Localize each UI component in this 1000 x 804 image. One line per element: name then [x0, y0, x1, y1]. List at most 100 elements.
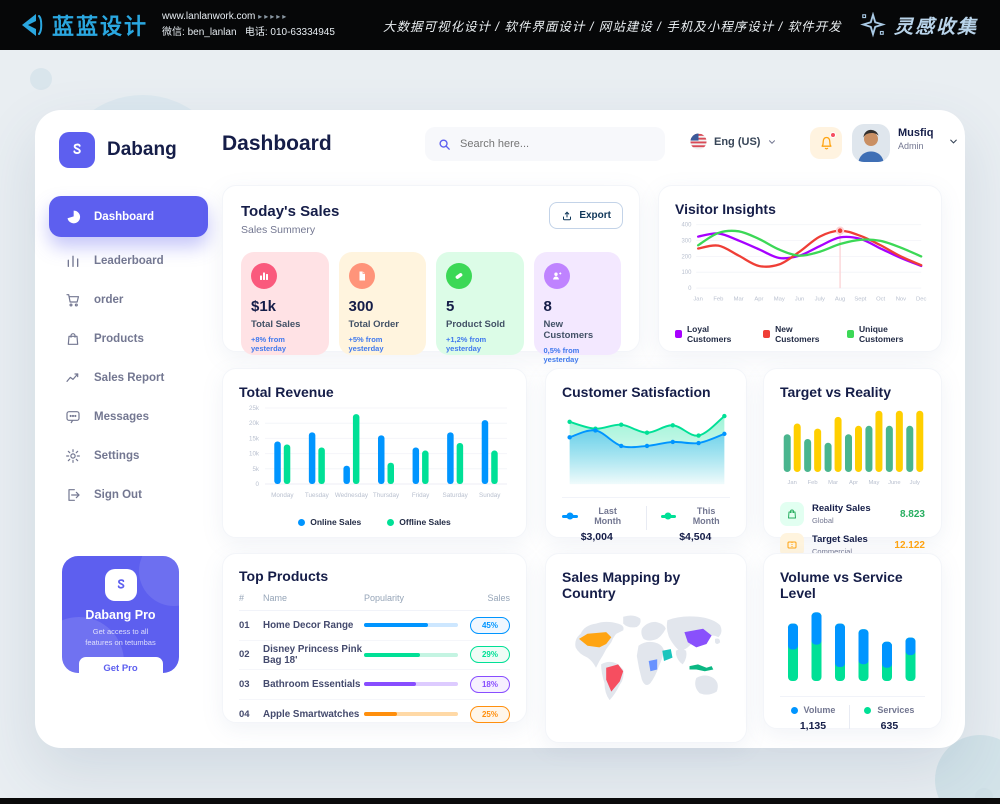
notifications-button[interactable]: [810, 127, 842, 159]
country-indonesia: [689, 664, 714, 672]
svg-text:400: 400: [681, 223, 692, 229]
sidebar: Dabang Dashboard Leaderboard order Pro: [35, 110, 222, 748]
todays-sales-title: Today's Sales: [241, 203, 340, 220]
volume-vs-service-title: Volume vs Service Level: [780, 569, 903, 601]
search-icon: [439, 138, 450, 150]
popularity-bar: [364, 712, 458, 717]
pro-promo-card: Dabang Pro Get access to all features on …: [62, 556, 179, 673]
sidebar-item-label: Settings: [94, 449, 140, 462]
dabang-logo-icon: [59, 132, 95, 168]
todays-sales-card: Today's Sales Sales Summery Export $1k T…: [222, 185, 640, 364]
last-month-legend: Last Month $3,004: [562, 506, 632, 543]
chevron-down-icon: [769, 139, 776, 144]
this-month-legend: This Month $4,504: [660, 506, 731, 543]
svg-text:May: May: [774, 297, 785, 303]
sidebar-item-label: Messages: [94, 410, 149, 423]
svg-text:Jun: Jun: [795, 297, 804, 303]
export-icon: [563, 211, 572, 220]
svg-text:Monday: Monday: [271, 492, 294, 499]
new-customer-icon: [543, 263, 570, 289]
sidebar-item-leaderboard[interactable]: Leaderboard: [49, 241, 208, 280]
online-sales-dot: [298, 518, 306, 526]
url-arrows: ▸▸▸▸▸: [258, 12, 289, 21]
sidebar-item-label: Products: [94, 332, 144, 345]
svg-text:Feb: Feb: [808, 480, 818, 486]
sidebar-item-messages[interactable]: Messages: [49, 397, 208, 436]
stat-cards: $1k Total Sales +8% from yesterday 300 T…: [241, 252, 621, 364]
sidebar-item-dashboard[interactable]: Dashboard: [49, 196, 208, 237]
stat-product-sold: 5 Product Sold +1,2% from yesterday: [436, 252, 524, 355]
this-month-marker: [660, 512, 677, 520]
language-selector[interactable]: Eng (US): [690, 133, 777, 150]
search-box[interactable]: [425, 127, 665, 161]
svg-text:July: July: [910, 480, 920, 486]
target-vs-reality-card: Target vs Reality Jan Feb Mar Apr May June Jul…: [763, 368, 942, 557]
topbar-contact: www.lanlanwork.com ▸▸▸▸▸ 微信: ben_lanlan …: [162, 9, 335, 41]
new-legend-swatch: [763, 330, 771, 338]
search-input[interactable]: [460, 138, 640, 150]
collect-brand-text: 灵感收集: [893, 16, 978, 38]
user-chevron-down-icon[interactable]: [948, 136, 959, 147]
svg-text:July: July: [815, 297, 825, 303]
reality-bag-icon: [780, 502, 804, 526]
user-menu[interactable]: Musfiq Admin: [898, 127, 933, 151]
svg-text:Apr: Apr: [754, 297, 763, 303]
volume-legend-item: Volume 1,135: [790, 705, 835, 732]
svg-text:Aug: Aug: [835, 297, 845, 303]
spark-star-icon: [860, 12, 886, 38]
get-pro-button[interactable]: Get Pro: [78, 656, 163, 673]
stat-total-sales: $1k Total Sales +8% from yesterday: [241, 252, 329, 355]
avatar[interactable]: [852, 124, 890, 162]
svg-text:25k: 25k: [249, 405, 260, 412]
unique-legend-swatch: [847, 330, 855, 338]
country-dr-congo: [648, 659, 658, 672]
notification-dot: [830, 132, 836, 138]
svg-text:Jan: Jan: [693, 297, 702, 303]
svg-text:10k: 10k: [249, 451, 260, 458]
table-row: 04 Apple Smartwatches 25%: [239, 700, 510, 730]
offline-sales-dot: [387, 518, 395, 526]
sidebar-item-sign-out[interactable]: Sign Out: [49, 475, 208, 514]
sales-mapping-title: Sales Mapping by Country: [562, 569, 681, 601]
customer-satisfaction-title: Customer Satisfaction: [562, 384, 711, 400]
dashboard-pie-icon: [67, 210, 81, 223]
sales-chart-icon: [251, 263, 277, 289]
us-flag-icon: [690, 133, 707, 150]
sidebar-item-label: Sales Report: [94, 371, 165, 384]
message-icon: [66, 410, 80, 423]
revenue-legend: Online Sales Offline Sales: [239, 517, 510, 527]
top-products-title: Top Products: [239, 568, 329, 584]
lanlan-logo[interactable]: 蓝蓝设计: [16, 9, 148, 41]
svg-text:Feb: Feb: [713, 297, 724, 303]
svg-text:Dec: Dec: [916, 297, 926, 303]
sidebar-item-settings[interactable]: Settings: [49, 436, 208, 475]
sidebar-item-order[interactable]: order: [49, 280, 208, 319]
volume-vs-service-card: Volume vs Service Level Volume 1,135 Ser…: [763, 553, 942, 732]
table-row: 02 Disney Princess Pink Bag 18' 29%: [239, 641, 510, 670]
sidebar-item-label: Leaderboard: [94, 254, 164, 267]
svg-text:100: 100: [681, 270, 692, 276]
site-url: www.lanlanwork.com: [162, 11, 256, 22]
svg-text:June: June: [888, 480, 901, 486]
user-name: Musfiq: [898, 127, 934, 139]
sidebar-item-sales-report[interactable]: Sales Report: [49, 358, 208, 397]
svg-text:0: 0: [688, 286, 692, 292]
services-total: 635: [880, 720, 899, 732]
svg-text:200: 200: [681, 254, 692, 260]
customer-satisfaction-card: Customer Satisfaction Last Month $3,004 …: [545, 368, 747, 543]
table-row: 03 Bathroom Essentials 18%: [239, 670, 510, 700]
export-button[interactable]: Export: [549, 202, 623, 229]
trend-chart-icon: [66, 372, 79, 382]
gear-icon: [66, 448, 80, 463]
bell-icon: [820, 136, 832, 149]
collect-logo[interactable]: 灵感收集: [860, 12, 978, 39]
cart-icon: [66, 293, 80, 307]
app-brand[interactable]: Dabang: [35, 132, 222, 168]
sidebar-item-products[interactable]: Products: [49, 319, 208, 358]
svg-text:Oct: Oct: [876, 297, 885, 303]
dashboard-shell: Dabang Dashboard Leaderboard order Pro: [35, 110, 965, 748]
visitor-insights-chart: 0 100 200 300 400 Jan Feb Mar Apr May Jun July Aug Se…: [681, 223, 926, 303]
todays-sales-subtitle: Sales Summery: [241, 224, 316, 236]
services-dot: [864, 706, 872, 714]
svg-text:15k: 15k: [249, 435, 260, 442]
